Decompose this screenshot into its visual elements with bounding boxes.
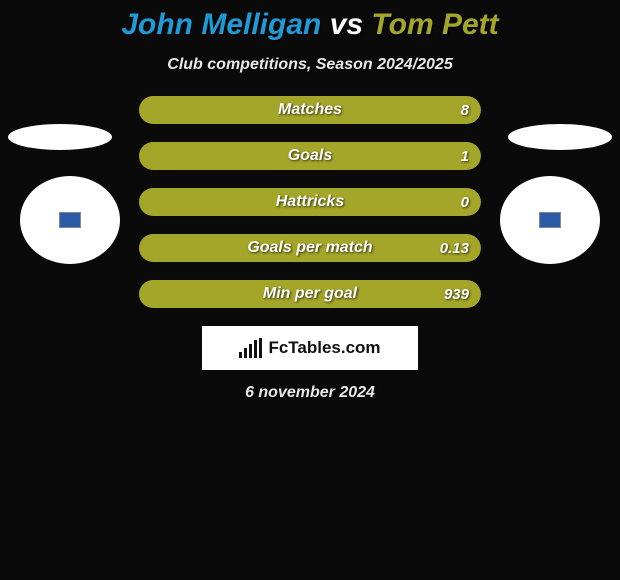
- date-text: 6 november 2024: [0, 384, 620, 402]
- vs-text: vs: [330, 8, 363, 41]
- player1-photo-placeholder: [8, 124, 112, 150]
- stat-bar: 8 Matches: [139, 96, 481, 124]
- subtitle: Club competitions, Season 2024/2025: [0, 56, 620, 74]
- player1-flag-circle: [20, 176, 120, 264]
- stat-value-right: 8: [461, 102, 469, 119]
- comparison-title: John Melligan vs Tom Pett: [0, 8, 620, 42]
- logo-chart-icon: [239, 338, 262, 358]
- player1-flag-icon: [59, 212, 81, 228]
- stat-label: Min per goal: [263, 285, 357, 303]
- stat-bar: 0 Hattricks: [139, 188, 481, 216]
- stat-bar: 0.13 Goals per match: [139, 234, 481, 262]
- stat-label: Goals per match: [247, 239, 372, 257]
- player2-photo-placeholder: [508, 124, 612, 150]
- player2-flag-icon: [539, 212, 561, 228]
- stat-bar: 939 Min per goal: [139, 280, 481, 308]
- stat-label: Matches: [278, 101, 342, 119]
- stats-bars: 8 Matches 1 Goals 0 Hattricks 0.13 Goals per ma…: [139, 96, 481, 308]
- player2-name: Tom Pett: [371, 8, 498, 41]
- stat-label: Goals: [288, 147, 332, 165]
- player2-flag-circle: [500, 176, 600, 264]
- stat-value-right: 0.13: [440, 240, 469, 257]
- player1-name: John Melligan: [121, 8, 321, 41]
- stat-label: Hattricks: [276, 193, 344, 211]
- stat-bar: 1 Goals: [139, 142, 481, 170]
- stat-value-right: 939: [444, 286, 469, 303]
- stat-value-right: 1: [461, 148, 469, 165]
- logo-box: FcTables.com: [202, 326, 418, 370]
- logo-text: FcTables.com: [268, 338, 380, 358]
- stat-value-right: 0: [461, 194, 469, 211]
